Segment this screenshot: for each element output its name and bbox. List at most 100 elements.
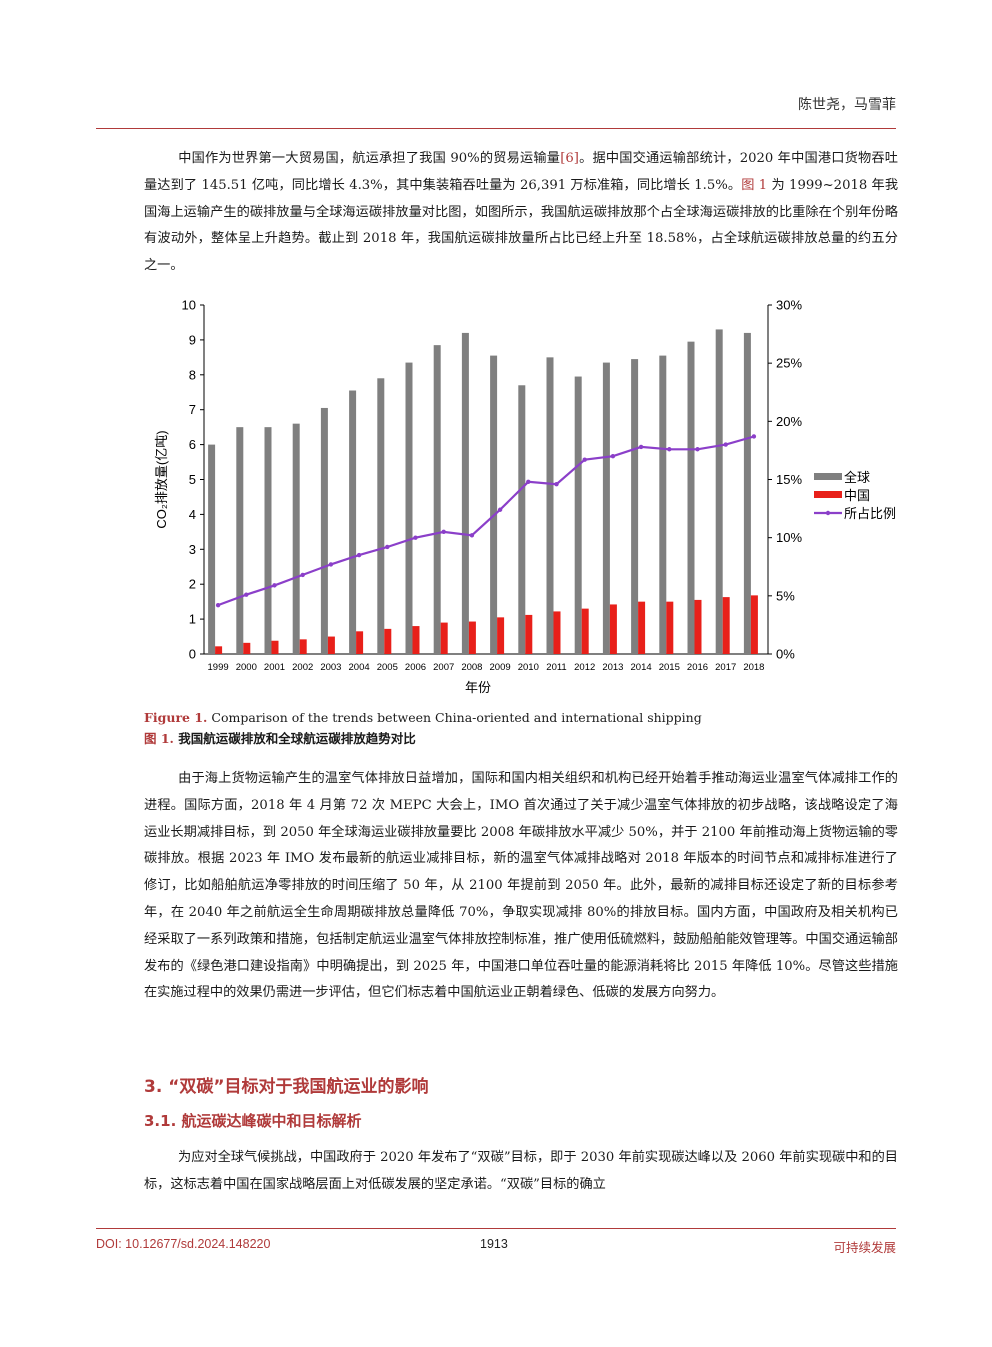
paragraph-3-text: 为应对全球气候挑战，中国政府于 2020 年发布了“双碳”目标，即于 2030 … bbox=[144, 1150, 898, 1192]
bar-global bbox=[461, 332, 469, 654]
y-tick-label-left: 6 bbox=[189, 437, 196, 452]
paragraph-2: 由于海上货物运输产生的温室气体排放日益增加，国际和国内相关组织和机构已经开始着手… bbox=[144, 766, 898, 1007]
ratio-point bbox=[582, 457, 587, 462]
ratio-point bbox=[441, 529, 446, 535]
ratio-point bbox=[610, 454, 616, 459]
bar-global bbox=[405, 362, 413, 654]
x-tick-label: 1999 bbox=[208, 662, 229, 673]
x-tick-label: 2017 bbox=[715, 662, 736, 673]
x-tick-label: 2014 bbox=[631, 662, 652, 673]
ratio-point bbox=[385, 544, 390, 550]
x-tick-label: 2011 bbox=[546, 662, 566, 673]
y-tick-label-right: 20% bbox=[776, 414, 802, 429]
bar-global bbox=[546, 357, 554, 654]
bar-china bbox=[666, 601, 674, 654]
legend-label: 所占比例 bbox=[844, 506, 896, 521]
figure-caption-zh-text: 我国航运碳排放和全球航运碳排放趋势对比 bbox=[173, 731, 416, 746]
paragraph-3: 为应对全球气候挑战，中国政府于 2020 年发布了“双碳”目标，即于 2030 … bbox=[144, 1145, 898, 1199]
ratio-point bbox=[554, 481, 559, 487]
bar-china bbox=[356, 631, 364, 654]
y-tick-label-left: 8 bbox=[189, 367, 196, 382]
bar-china bbox=[299, 639, 307, 654]
y-axis-title: CO₂排放量(亿吨) bbox=[154, 430, 169, 528]
bar-china bbox=[271, 640, 279, 654]
x-tick-label: 2000 bbox=[236, 662, 257, 673]
paragraph-1-text-c: 为 1999~2018 年我国海上运输产生的碳排放量与全球海运碳排放量对比图，如… bbox=[144, 177, 899, 274]
x-tick-label: 2009 bbox=[490, 662, 511, 673]
header-authors: 陈世尧，马雪菲 bbox=[798, 97, 896, 113]
bar-global bbox=[433, 345, 441, 654]
y-tick-label-right: 15% bbox=[776, 472, 802, 487]
y-tick-label-right: 30% bbox=[776, 298, 802, 313]
y-tick-label-right: 25% bbox=[776, 356, 802, 371]
x-tick-label: 2010 bbox=[518, 662, 539, 673]
y-tick-label-left: 0 bbox=[189, 647, 196, 662]
ratio-point bbox=[244, 592, 249, 597]
ratio-point bbox=[469, 533, 475, 538]
bar-china bbox=[581, 608, 589, 654]
figure-link[interactable]: 图 1 bbox=[741, 177, 768, 193]
bar-global bbox=[349, 390, 357, 654]
bar-china bbox=[553, 611, 561, 654]
bar-china bbox=[384, 628, 392, 654]
ratio-point bbox=[638, 444, 644, 450]
bar-china bbox=[750, 595, 758, 654]
bar-china bbox=[497, 617, 505, 654]
x-tick-label: 2001 bbox=[264, 662, 285, 673]
paragraph-2-text: 由于海上货物运输产生的温室气体排放日益增加，国际和国内相关组织和机构已经开始着手… bbox=[144, 771, 898, 1001]
bar-china bbox=[609, 604, 617, 654]
bar-china bbox=[243, 642, 251, 654]
footer-doi[interactable]: DOI: 10.12677/sd.2024.148220 bbox=[96, 1237, 271, 1251]
bar-global bbox=[490, 355, 498, 654]
x-tick-label: 2008 bbox=[461, 662, 482, 673]
x-tick-label: 2002 bbox=[292, 662, 313, 673]
figure-caption-en-label: Figure 1. bbox=[144, 710, 208, 725]
figure-caption-zh-label: 图 1. bbox=[144, 731, 174, 746]
bar-china bbox=[722, 597, 730, 654]
footer-page-number: 1913 bbox=[480, 1237, 508, 1251]
bar-china bbox=[440, 622, 448, 654]
figure-caption-en-text: Comparison of the trends between China-o… bbox=[207, 710, 702, 725]
ratio-point bbox=[300, 572, 305, 578]
figure-caption-en: Figure 1. Comparison of the trends betwe… bbox=[144, 710, 702, 725]
header-rule bbox=[96, 128, 896, 129]
bar-china bbox=[525, 614, 533, 654]
legend-marker bbox=[825, 510, 831, 516]
citation-link[interactable]: [6] bbox=[560, 151, 579, 166]
legend-swatch bbox=[814, 491, 842, 498]
paragraph-1-text-b: 。据中国交通运输部统计，2020 年中国港口货物吞吐量达到了 145.51 亿吨… bbox=[144, 151, 898, 193]
bar-china bbox=[694, 599, 702, 654]
x-tick-label: 2005 bbox=[377, 662, 398, 673]
bar-global bbox=[687, 341, 695, 654]
x-tick-label: 2006 bbox=[405, 662, 426, 673]
ratio-point bbox=[356, 552, 362, 558]
ratio-point bbox=[723, 442, 728, 447]
ratio-point bbox=[497, 507, 503, 512]
x-axis-title: 年份 bbox=[465, 680, 491, 695]
paragraph-1-text-a: 中国作为世界第一大贸易国，航运承担了我国 90%的贸易运输量 bbox=[178, 151, 561, 166]
legend-swatch bbox=[814, 473, 842, 480]
bar-china bbox=[412, 626, 420, 654]
bar-global bbox=[659, 355, 667, 654]
x-tick-label: 2004 bbox=[349, 662, 370, 673]
y-tick-label-left: 3 bbox=[189, 542, 196, 557]
y-tick-label-left: 9 bbox=[189, 332, 196, 347]
ratio-point bbox=[272, 583, 277, 588]
y-tick-label-left: 5 bbox=[189, 472, 196, 487]
bar-global bbox=[208, 444, 216, 654]
x-tick-label: 2003 bbox=[320, 662, 341, 673]
footer-journal-name: 可持续发展 bbox=[833, 1241, 896, 1255]
ratio-point bbox=[695, 447, 700, 452]
bar-global bbox=[743, 332, 751, 654]
emissions-chart: 0 1 2 3 4 5 6 7 8 9 10 0% 5% 10% 15% 20% 25% 30% 1999 2000 2… bbox=[154, 298, 896, 696]
bar-global bbox=[264, 427, 272, 654]
legend-label: 全球 bbox=[844, 470, 870, 485]
x-tick-label: 2016 bbox=[687, 662, 708, 673]
ratio-point bbox=[215, 602, 221, 608]
legend-label: 中国 bbox=[844, 488, 870, 503]
section-3-1-heading: 3.1. 航运碳达峰碳中和目标解析 bbox=[144, 1112, 362, 1130]
y-tick-label-right: 0% bbox=[776, 647, 795, 662]
ratio-point bbox=[526, 479, 531, 485]
ratio-point bbox=[751, 434, 757, 439]
ratio-point bbox=[328, 562, 334, 567]
